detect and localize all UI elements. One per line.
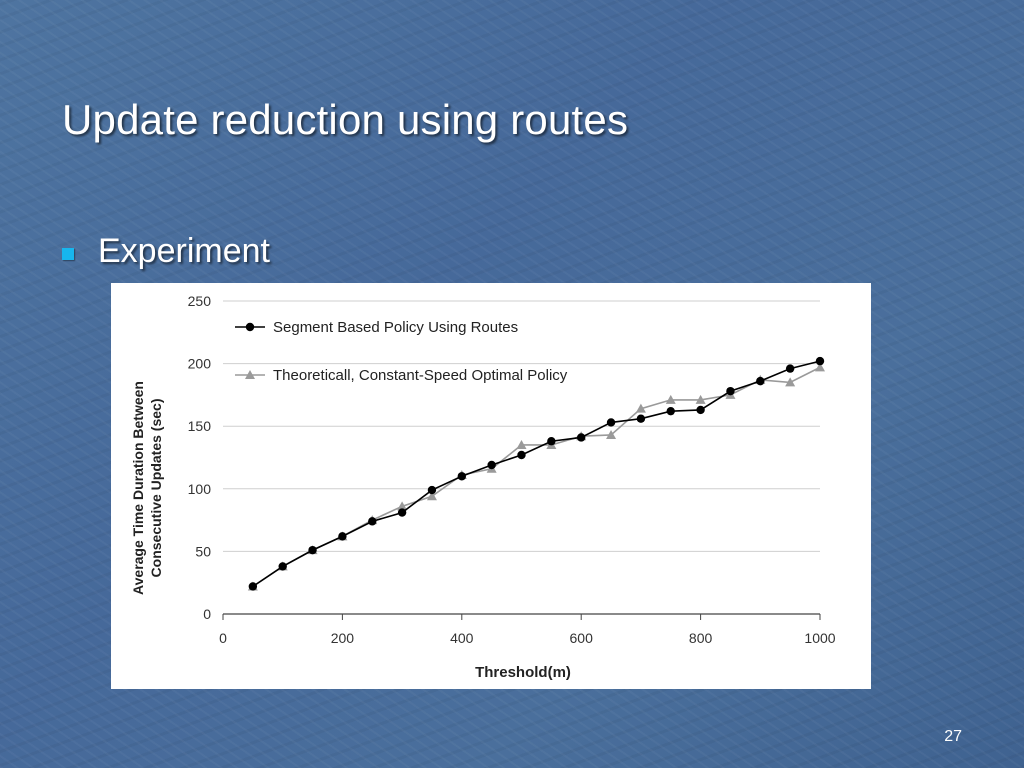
y-tick-label: 200 xyxy=(188,356,212,372)
data-point xyxy=(457,472,466,481)
series-line xyxy=(252,366,821,588)
data-point xyxy=(397,508,407,517)
y-tick-labels: 0 50 100 150 200 250 xyxy=(188,293,212,622)
data-point xyxy=(606,429,617,439)
data-point xyxy=(397,501,408,511)
data-point xyxy=(338,532,347,541)
series-line xyxy=(252,360,821,588)
y-tick-label: 150 xyxy=(188,418,212,434)
legend-entry: Segment Based Policy Using Routes xyxy=(235,319,518,336)
data-point xyxy=(726,386,735,396)
series-theoretical xyxy=(247,362,825,591)
data-point xyxy=(606,418,616,427)
x-axis-label: Threshold(m) xyxy=(475,664,571,681)
x-tick-label: 1000 xyxy=(804,630,835,646)
data-point xyxy=(577,433,586,442)
chart-axes xyxy=(222,613,821,620)
data-point xyxy=(426,491,437,501)
chart-grid xyxy=(223,300,820,552)
chart-panel: 0 50 100 150 200 250 0 200 400 600 800 1000 Segmen… xyxy=(111,283,871,689)
data-point xyxy=(427,485,437,495)
y-tick-label: 250 xyxy=(188,293,212,309)
data-point xyxy=(695,394,706,404)
y-axis-label-line-2: Consecutive Updates (sec) xyxy=(148,399,164,578)
data-point xyxy=(815,362,825,372)
y-axis-label-line-1: Average Time Duration Between xyxy=(130,381,146,595)
data-point xyxy=(665,394,676,404)
data-point xyxy=(516,439,527,449)
chart-legend: Segment Based Policy Using Routes Theoret… xyxy=(235,319,568,384)
data-point xyxy=(517,450,526,460)
data-point xyxy=(785,364,795,373)
data-point xyxy=(756,376,765,386)
legend-marker xyxy=(245,322,255,332)
x-tick-label: 0 xyxy=(219,630,227,646)
page-number: 27 xyxy=(944,728,962,745)
x-tick-label: 400 xyxy=(450,630,474,646)
data-point xyxy=(636,414,646,423)
chart-series xyxy=(247,356,825,591)
y-tick-label: 50 xyxy=(195,543,211,559)
x-tick-labels: 0 200 400 600 800 1000 xyxy=(219,630,836,646)
slide-title: Update reduction using routes xyxy=(62,96,629,143)
y-axis-label: Average Time Duration Between Consecutiv… xyxy=(130,381,164,595)
data-point xyxy=(248,582,258,591)
data-point xyxy=(635,403,646,413)
data-point xyxy=(278,562,287,571)
data-point xyxy=(547,437,556,446)
y-tick-label: 0 xyxy=(203,606,211,622)
data-point xyxy=(368,517,377,526)
line-chart: 0 50 100 150 200 250 0 200 400 600 800 1000 Segmen… xyxy=(130,293,836,681)
legend-label: Theoreticall, Constant-Speed Optimal Pol… xyxy=(273,367,568,384)
data-point xyxy=(785,377,796,387)
legend-label: Segment Based Policy Using Routes xyxy=(273,319,518,336)
data-point xyxy=(487,460,496,470)
bullet-square-icon xyxy=(62,247,74,260)
x-tick-label: 600 xyxy=(570,630,594,646)
data-point xyxy=(308,545,317,555)
series-segment-based xyxy=(248,356,825,591)
data-point xyxy=(696,405,705,415)
y-tick-label: 100 xyxy=(188,481,212,497)
bullet-text: Experiment xyxy=(98,232,270,270)
bullet-item: Experiment xyxy=(62,232,270,271)
data-point xyxy=(666,406,675,416)
data-point xyxy=(815,356,825,366)
x-tick-label: 200 xyxy=(331,630,355,646)
legend-marker xyxy=(245,370,255,379)
legend-entry: Theoreticall, Constant-Speed Optimal Pol… xyxy=(235,367,568,384)
x-tick-label: 800 xyxy=(689,630,713,646)
